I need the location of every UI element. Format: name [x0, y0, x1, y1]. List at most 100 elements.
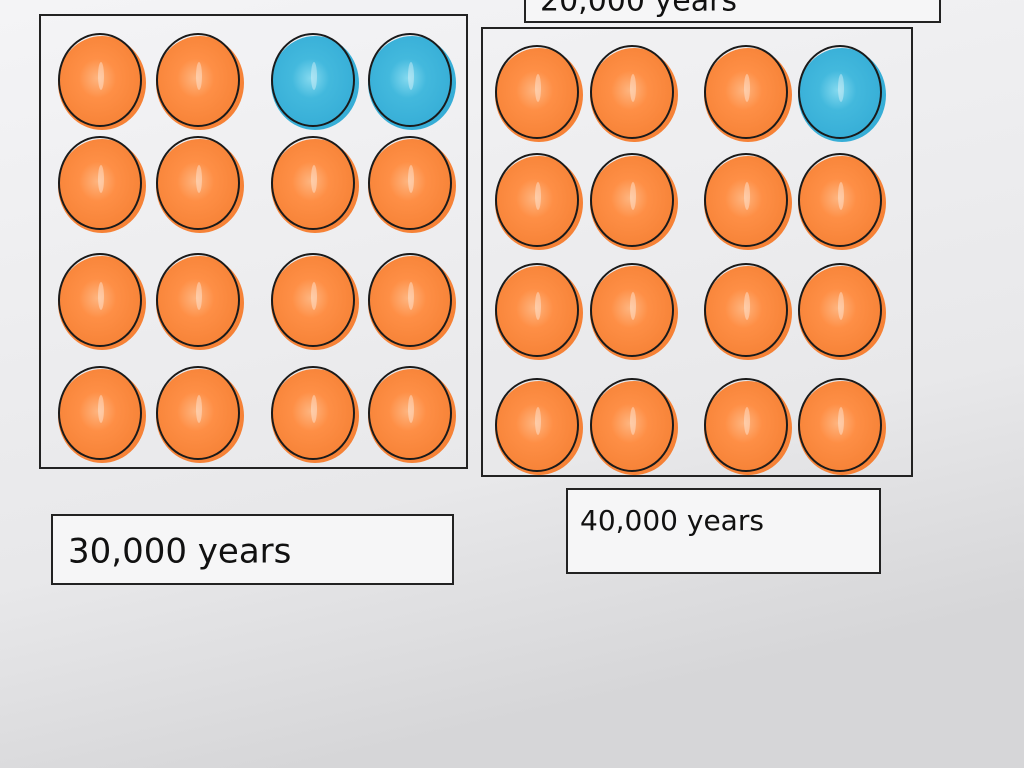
colored-dot	[271, 256, 359, 350]
circle-outline	[156, 33, 240, 127]
highlight	[311, 165, 317, 193]
highlight	[744, 407, 750, 435]
label-box	[51, 514, 454, 585]
highlight	[311, 395, 317, 423]
highlight	[408, 165, 414, 193]
colored-dot	[704, 48, 792, 142]
colored-dot	[58, 256, 146, 350]
colored-dot	[798, 48, 886, 142]
highlight	[630, 407, 636, 435]
highlight	[535, 407, 541, 435]
highlight	[744, 182, 750, 210]
circle-outline	[495, 45, 579, 139]
circle-outline	[590, 45, 674, 139]
highlight	[98, 165, 104, 193]
colored-dot	[271, 369, 359, 463]
highlight	[630, 292, 636, 320]
highlight	[311, 282, 317, 310]
circle-outline	[495, 263, 579, 357]
colored-dot	[704, 266, 792, 360]
colored-dot	[590, 266, 678, 360]
colored-dot	[704, 381, 792, 475]
highlight	[98, 282, 104, 310]
highlight	[98, 62, 104, 90]
colored-dot	[495, 381, 583, 475]
highlight	[838, 292, 844, 320]
colored-dot	[271, 139, 359, 233]
panel	[39, 14, 468, 469]
colored-dot	[495, 266, 583, 360]
highlight	[630, 74, 636, 102]
colored-dot	[58, 369, 146, 463]
colored-dot	[590, 156, 678, 250]
circle-outline	[271, 253, 355, 347]
highlight	[196, 62, 202, 90]
colored-dot	[590, 48, 678, 142]
highlight	[408, 395, 414, 423]
circle-outline	[368, 253, 452, 347]
circle-outline	[704, 153, 788, 247]
colored-dot	[58, 36, 146, 130]
circle-outline	[798, 153, 882, 247]
highlight	[311, 62, 317, 90]
highlight	[408, 282, 414, 310]
circle-outline	[798, 263, 882, 357]
circle-outline	[271, 33, 355, 127]
highlight	[535, 74, 541, 102]
highlight	[744, 292, 750, 320]
colored-dot	[368, 36, 456, 130]
highlight	[535, 182, 541, 210]
colored-dot	[798, 381, 886, 475]
circle-outline	[271, 136, 355, 230]
circle-outline	[156, 253, 240, 347]
circle-outline	[156, 366, 240, 460]
circle-outline	[798, 45, 882, 139]
circle-outline	[590, 153, 674, 247]
highlight	[196, 395, 202, 423]
colored-dot	[271, 36, 359, 130]
circle-outline	[704, 45, 788, 139]
circle-outline	[704, 263, 788, 357]
label-box	[566, 488, 881, 574]
label-box	[524, 0, 941, 23]
colored-dot	[58, 139, 146, 233]
colored-dot	[495, 156, 583, 250]
circle-outline	[58, 33, 142, 127]
highlight	[838, 407, 844, 435]
colored-dot	[156, 36, 244, 130]
circle-outline	[495, 378, 579, 472]
circle-outline	[590, 378, 674, 472]
highlight	[98, 395, 104, 423]
colored-dot	[590, 381, 678, 475]
colored-dot	[798, 266, 886, 360]
colored-dot	[368, 139, 456, 233]
panel	[481, 27, 913, 477]
circle-outline	[58, 366, 142, 460]
highlight	[744, 74, 750, 102]
colored-dot	[495, 48, 583, 142]
circle-outline	[271, 366, 355, 460]
label-top: 20,000 years	[540, 0, 737, 19]
circle-grid	[58, 33, 886, 475]
highlight	[838, 182, 844, 210]
circle-outline	[368, 136, 452, 230]
circle-outline	[368, 366, 452, 460]
circle-outline	[590, 263, 674, 357]
colored-dot	[156, 139, 244, 233]
colored-dot	[156, 369, 244, 463]
colored-dot	[368, 369, 456, 463]
circle-outline	[798, 378, 882, 472]
colored-dot	[156, 256, 244, 350]
highlight	[196, 282, 202, 310]
colored-dot	[704, 156, 792, 250]
circle-outline	[368, 33, 452, 127]
highlight	[630, 182, 636, 210]
highlight	[838, 74, 844, 102]
circle-outline	[58, 253, 142, 347]
label-right: 40,000 years	[580, 504, 764, 537]
colored-dot	[798, 156, 886, 250]
circle-outline	[58, 136, 142, 230]
label-left: 30,000 years	[68, 532, 291, 572]
